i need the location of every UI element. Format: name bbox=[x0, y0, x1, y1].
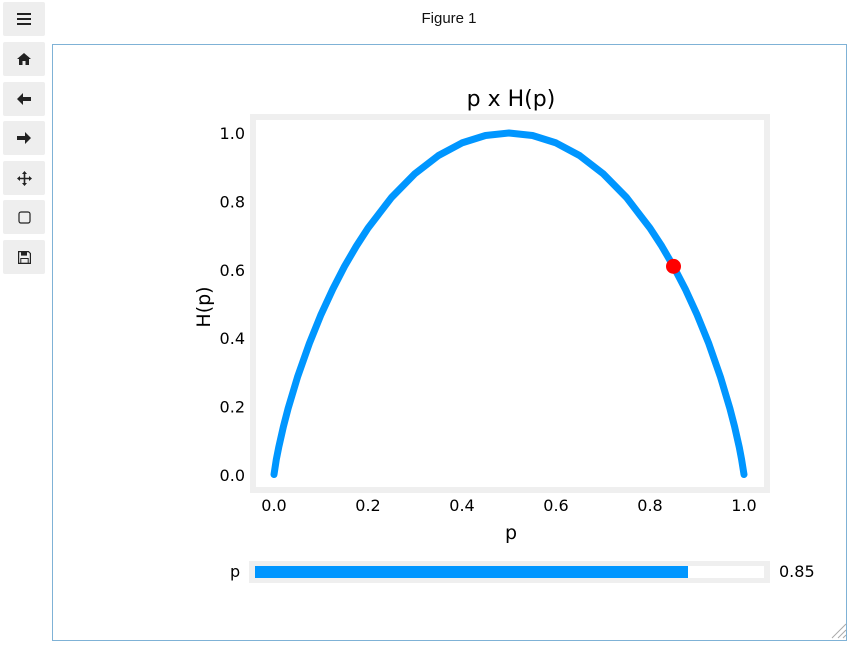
zoom-rect-button[interactable] bbox=[3, 200, 45, 234]
y-axis-label: H(p) bbox=[193, 286, 215, 327]
y-tick-label: 0.0 bbox=[220, 466, 245, 485]
arrow-left-icon bbox=[17, 93, 31, 105]
y-tick-label: 0.4 bbox=[220, 329, 245, 348]
current-p-marker bbox=[666, 258, 681, 274]
entropy-curve bbox=[270, 129, 748, 478]
y-tick-label: 0.8 bbox=[220, 192, 245, 211]
y-tick-labels: 0.0 0.2 0.4 0.6 0.8 1.0 bbox=[220, 124, 245, 485]
resize-grip-icon[interactable] bbox=[831, 623, 847, 639]
x-tick-label: 0.6 bbox=[543, 496, 568, 515]
slider-label: p bbox=[230, 562, 241, 581]
figure-canvas[interactable]: 0.0 0.2 0.4 0.6 0.8 1.0 0.0 0.2 0.4 0.6 0.8 1.0 p … bbox=[52, 44, 847, 641]
y-tick-label: 1.0 bbox=[220, 124, 245, 143]
x-tick-label: 0.2 bbox=[355, 496, 380, 515]
chart-title: p x H(p) bbox=[467, 87, 556, 112]
home-icon bbox=[17, 53, 31, 65]
slider-fill bbox=[255, 566, 688, 578]
save-button[interactable] bbox=[3, 240, 45, 274]
axes-frame bbox=[250, 114, 770, 493]
x-tick-label: 0.4 bbox=[449, 496, 474, 515]
back-button[interactable] bbox=[3, 82, 45, 116]
menu-button[interactable] bbox=[3, 2, 45, 36]
slider-track-inner bbox=[255, 566, 764, 578]
x-tick-label: 0.8 bbox=[637, 496, 662, 515]
home-button[interactable] bbox=[3, 42, 45, 76]
y-tick-label: 0.2 bbox=[220, 398, 245, 417]
hamburger-menu-icon bbox=[17, 13, 31, 25]
floppy-disk-icon bbox=[17, 250, 31, 264]
arrow-right-icon bbox=[17, 132, 31, 144]
pan-button[interactable] bbox=[3, 161, 45, 195]
move-arrows-icon bbox=[16, 170, 32, 186]
rectangle-icon bbox=[17, 210, 31, 224]
plot-area: 0.0 0.2 0.4 0.6 0.8 1.0 0.0 0.2 0.4 0.6 0.8 1.0 p … bbox=[193, 87, 847, 639]
x-tick-label: 0.0 bbox=[261, 496, 286, 515]
y-tick-label: 0.6 bbox=[220, 261, 245, 280]
forward-button[interactable] bbox=[3, 121, 45, 155]
x-axis-label: p bbox=[505, 522, 517, 544]
x-tick-labels: 0.0 0.2 0.4 0.6 0.8 1.0 bbox=[261, 496, 756, 515]
x-tick-label: 1.0 bbox=[731, 496, 756, 515]
slider-value: 0.85 bbox=[779, 562, 815, 581]
p-slider[interactable] bbox=[249, 561, 770, 583]
figure-title: Figure 1 bbox=[421, 10, 477, 27]
